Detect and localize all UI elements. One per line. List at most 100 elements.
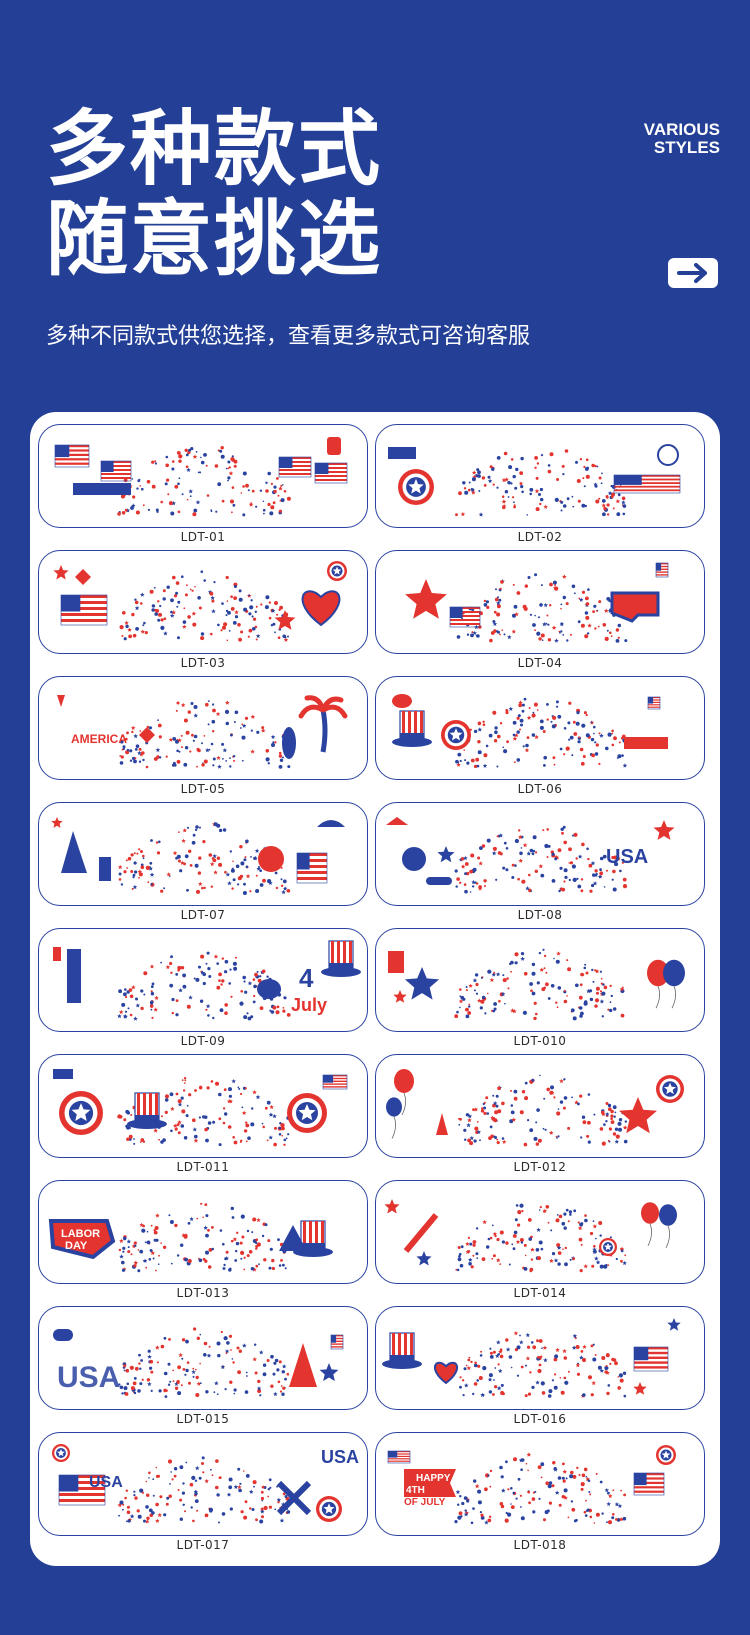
pin-icon xyxy=(57,695,65,707)
star-icon xyxy=(653,820,675,840)
styles-panel: LDT-01 LDT-02 LDT-03 LDT-04 AMERICA LDT-05 LDT… xyxy=(30,412,720,1566)
style-card[interactable] xyxy=(375,424,705,528)
style-card[interactable]: AMERICA xyxy=(38,676,368,780)
style-card[interactable]: HAPPY 4TH OF JULY xyxy=(375,1432,705,1536)
surfboard-icon xyxy=(282,727,296,759)
shield-icon xyxy=(327,437,341,455)
style-card[interactable] xyxy=(375,1306,705,1410)
badge-icon xyxy=(656,1445,676,1465)
style-card[interactable]: USA USA xyxy=(38,1432,368,1536)
flag-icon xyxy=(388,447,416,459)
confetti-dots xyxy=(455,697,628,769)
flag-icon xyxy=(387,1450,411,1464)
star-flag-icon xyxy=(405,579,447,619)
next-arrow-button[interactable] xyxy=(668,258,718,288)
balloon-icon xyxy=(641,1202,659,1246)
style-card[interactable] xyxy=(38,1054,368,1158)
heart-flag-icon xyxy=(301,590,341,627)
style-card[interactable] xyxy=(375,1180,705,1284)
various-styles-label: VARIOUS STYLES xyxy=(644,121,720,157)
style-code-label: LDT-014 xyxy=(513,1286,567,1300)
style-code-label: LDT-09 xyxy=(180,1034,226,1048)
balloon-icon xyxy=(663,959,685,1009)
labor-text: LABOR xyxy=(61,1228,100,1240)
confetti-dots xyxy=(454,948,625,1021)
balloon-icon xyxy=(647,959,669,1009)
cap-icon xyxy=(317,820,345,827)
uncle-sam-hat-icon xyxy=(392,710,432,747)
star-icon xyxy=(53,565,69,580)
star-icon xyxy=(437,846,455,863)
confetti-dots xyxy=(455,1330,627,1398)
tattoo-sticker-art xyxy=(386,1069,684,1147)
star-icon xyxy=(51,817,63,828)
star-icon xyxy=(633,1382,647,1395)
badge-icon xyxy=(656,1075,684,1103)
party-hat-icon xyxy=(279,1225,307,1251)
confetti-dots xyxy=(454,1452,627,1525)
confetti-dots xyxy=(119,570,289,642)
star-icon xyxy=(274,610,296,630)
sailboat-icon xyxy=(61,831,87,873)
diamond-icon xyxy=(139,727,155,743)
title-line-2: 随意挑选 xyxy=(46,192,383,287)
captain-shield-icon xyxy=(398,469,434,505)
confetti-dots xyxy=(117,951,291,1021)
usa-banner-icon xyxy=(613,474,681,494)
badge-icon xyxy=(599,1238,617,1256)
july-text: July xyxy=(291,995,327,1015)
star-icon xyxy=(393,990,407,1003)
happy-independence-banner xyxy=(624,737,668,749)
style-code-label: LDT-05 xyxy=(180,782,226,796)
various-line-1: VARIOUS xyxy=(643,120,720,139)
style-card[interactable]: LABOR DAY xyxy=(38,1180,368,1284)
style-card[interactable] xyxy=(38,424,368,528)
style-card[interactable] xyxy=(375,928,705,1032)
banner-icon xyxy=(73,483,131,495)
style-card[interactable] xyxy=(375,1054,705,1158)
usa-text: USA xyxy=(321,1447,359,1467)
confetti-dots xyxy=(455,1203,627,1273)
confetti-dots xyxy=(118,1202,287,1273)
style-card[interactable]: USA xyxy=(38,1306,368,1410)
flag-icon xyxy=(647,696,661,710)
heart-flag-icon xyxy=(434,1361,458,1385)
tattoo-sticker-art xyxy=(382,1318,681,1398)
style-card[interactable] xyxy=(375,676,705,780)
style-code-label: LDT-017 xyxy=(176,1538,230,1552)
hat-icon xyxy=(127,1092,167,1129)
style-card[interactable]: 4 July xyxy=(38,928,368,1032)
style-card[interactable] xyxy=(38,550,368,654)
tattoo-sticker-art: USA xyxy=(386,817,675,894)
tattoo-sticker-art xyxy=(392,694,668,769)
badge-icon xyxy=(316,1496,342,1522)
confetti-dots xyxy=(117,446,291,517)
elephant-icon xyxy=(257,979,281,999)
tattoo-sticker-art xyxy=(388,948,685,1021)
style-code-label: LDT-07 xyxy=(180,908,226,922)
style-card[interactable] xyxy=(375,550,705,654)
fourth-text: 4TH xyxy=(406,1485,425,1496)
eagle-icon xyxy=(258,846,284,872)
tattoo-sticker-art xyxy=(51,817,345,895)
style-code-label: LDT-016 xyxy=(513,1412,567,1426)
confetti-dots xyxy=(454,825,628,894)
flag-icon xyxy=(322,1074,348,1090)
various-line-2: STYLES xyxy=(653,138,720,157)
style-card[interactable]: USA xyxy=(375,802,705,906)
flag-icon xyxy=(633,1472,665,1496)
tattoo-sticker-art: USA USA xyxy=(52,1444,359,1524)
party-hat-icon xyxy=(436,1113,448,1135)
football-icon xyxy=(392,694,412,708)
style-card[interactable] xyxy=(38,802,368,906)
hat-icon xyxy=(293,1220,333,1257)
party-hat-icon xyxy=(289,1343,317,1387)
of-july-text: OF JULY xyxy=(404,1497,446,1508)
flag-icon xyxy=(278,456,312,478)
confetti-dots xyxy=(458,1074,628,1147)
star-flag-icon xyxy=(619,1097,657,1134)
style-code-label: LDT-015 xyxy=(176,1412,230,1426)
happy-4th-banner xyxy=(404,1469,456,1497)
